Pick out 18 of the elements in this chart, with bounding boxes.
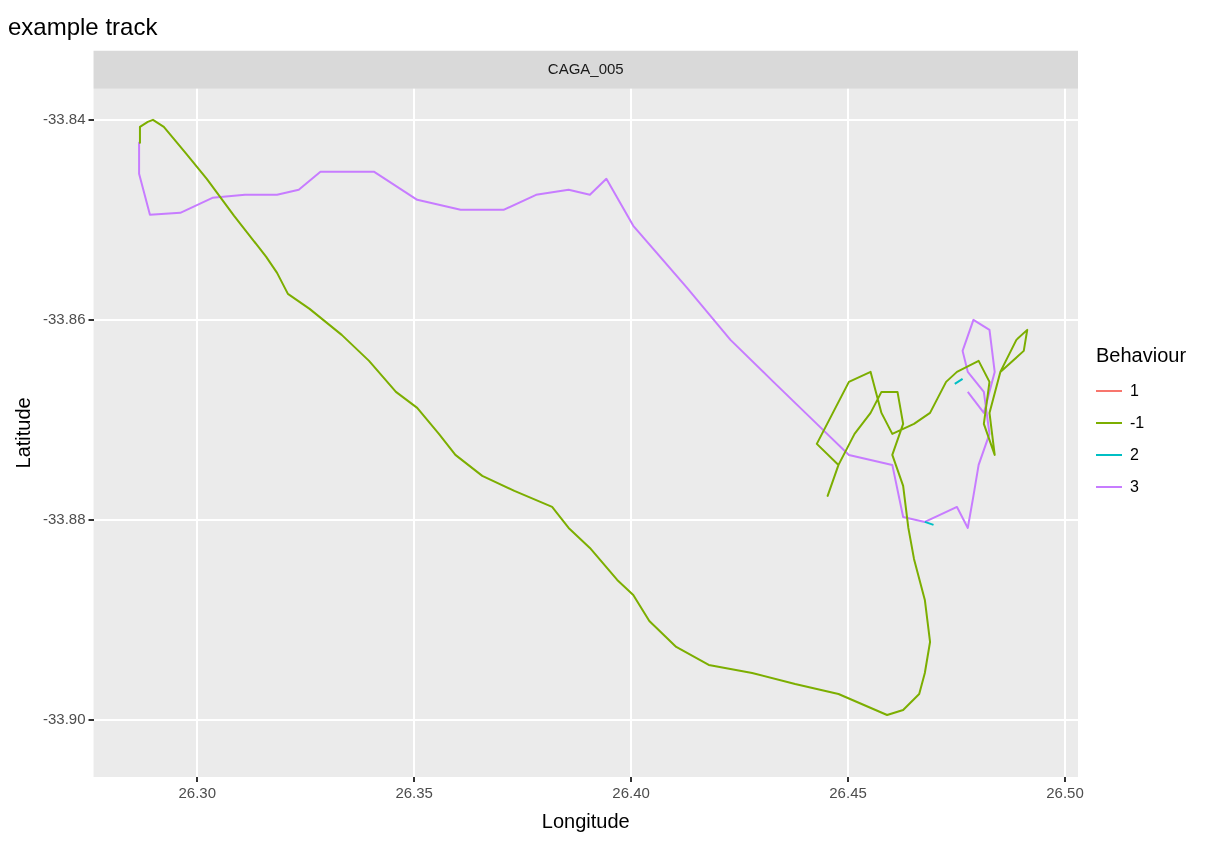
legend-label: 1: [1130, 381, 1139, 400]
x-axis-title: Longitude: [541, 809, 630, 832]
chart-subtitle: CAGA_005: [547, 59, 624, 77]
x-tick-label: 26.50: [1046, 784, 1084, 802]
chart-title: example track: [8, 13, 159, 41]
legend-label: 2: [1130, 445, 1139, 464]
legend-label: 3: [1130, 477, 1139, 496]
x-tick-label: 26.45: [829, 784, 867, 802]
x-tick-label: 26.30: [178, 784, 216, 802]
y-tick-label: -33.88: [42, 510, 86, 528]
y-axis-title: Latitude: [11, 397, 34, 469]
legend-title: Behaviour: [1096, 343, 1187, 367]
x-tick-label: 26.35: [395, 784, 433, 802]
y-tick-label: -33.84: [42, 109, 86, 127]
y-tick-label: -33.86: [42, 310, 86, 328]
legend-label: -1: [1130, 413, 1145, 432]
x-tick-label: 26.40: [612, 784, 650, 802]
y-tick-label: -33.90: [42, 710, 86, 728]
